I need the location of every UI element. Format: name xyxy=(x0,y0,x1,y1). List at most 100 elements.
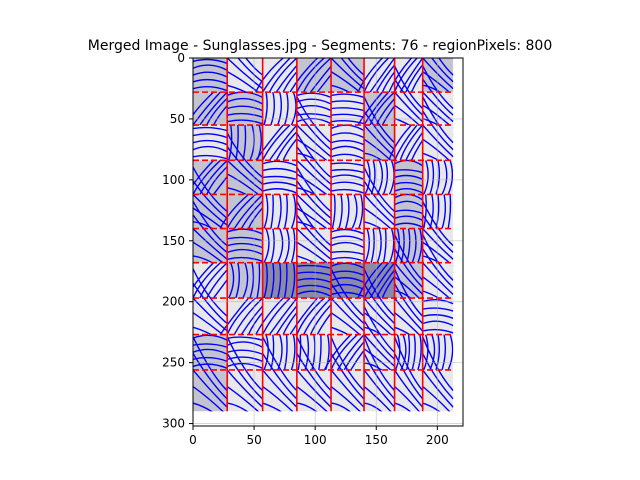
flow-line xyxy=(193,78,228,85)
flow-line xyxy=(422,307,454,312)
flow-line xyxy=(422,58,454,90)
chart-title: Merged Image - Sunglasses.jpg - Segments… xyxy=(88,38,552,54)
flow-line xyxy=(256,262,261,299)
flow-line xyxy=(262,297,291,335)
flow-line xyxy=(283,91,289,126)
axes-frame xyxy=(192,57,464,427)
flow-line xyxy=(193,363,228,370)
flow-line xyxy=(351,194,358,229)
flow-line xyxy=(340,58,365,83)
flow-line xyxy=(290,91,297,126)
flow-line xyxy=(422,369,454,408)
flow-line xyxy=(226,159,264,192)
flow-line xyxy=(263,194,269,229)
flow-line xyxy=(283,194,288,229)
flow-line xyxy=(363,96,396,144)
flow-line xyxy=(227,242,263,249)
flow-line xyxy=(330,353,365,400)
flow-line xyxy=(422,385,451,412)
flow-line xyxy=(394,215,424,221)
y-tick-label: 250 xyxy=(162,356,185,370)
flow-line xyxy=(363,353,396,400)
flow-line xyxy=(193,159,221,195)
flow-line xyxy=(262,58,291,93)
flow-line xyxy=(193,214,228,254)
flow-line xyxy=(262,188,298,194)
flow-line xyxy=(394,200,424,208)
flow-line xyxy=(422,320,454,327)
flow-line xyxy=(330,402,351,412)
flow-line xyxy=(330,100,365,105)
flow-line xyxy=(338,194,343,229)
flow-line xyxy=(289,297,318,335)
flow-line xyxy=(193,200,228,247)
flow-line xyxy=(330,270,365,276)
flow-line xyxy=(296,353,332,400)
flow-line xyxy=(435,160,441,195)
flow-line xyxy=(296,58,325,93)
flow-line xyxy=(382,228,387,263)
flow-line xyxy=(226,58,264,90)
flow-line xyxy=(193,139,228,146)
flow-line xyxy=(411,334,416,371)
flow-line xyxy=(330,139,365,146)
flow-line xyxy=(363,194,396,226)
flow-line xyxy=(226,193,257,229)
flow-line xyxy=(226,91,263,99)
flow-line xyxy=(447,160,454,195)
flow-line xyxy=(226,146,264,185)
flow-line xyxy=(330,168,365,174)
flow-line xyxy=(376,228,382,263)
flow-line xyxy=(193,348,228,355)
flow-line xyxy=(330,250,365,256)
flow-line xyxy=(394,193,424,201)
flow-line xyxy=(193,91,221,126)
flow-line xyxy=(249,262,255,299)
x-tick-label: 50 xyxy=(246,433,261,447)
flow-line xyxy=(423,334,429,371)
flow-line xyxy=(330,297,365,332)
flow-line xyxy=(447,334,454,371)
flow-line xyxy=(227,236,263,242)
flow-line xyxy=(323,334,352,371)
flow-line xyxy=(193,402,213,412)
flow-line xyxy=(422,336,454,392)
flow-line xyxy=(330,132,365,139)
flow-line xyxy=(363,110,396,151)
flow-line xyxy=(422,248,454,288)
flow-line xyxy=(296,214,332,254)
flow-line xyxy=(193,353,228,400)
flow-line xyxy=(296,200,332,247)
flow-line xyxy=(290,194,297,229)
flow-line xyxy=(226,385,260,412)
flow-line xyxy=(393,78,424,116)
flow-line xyxy=(270,194,274,229)
flow-line xyxy=(219,193,249,229)
flow-line xyxy=(296,159,332,192)
flow-line xyxy=(262,160,298,167)
flow-line xyxy=(303,58,332,93)
flow-line xyxy=(237,58,264,83)
flow-line xyxy=(441,194,447,229)
flow-line xyxy=(394,174,423,181)
flow-line xyxy=(193,180,228,219)
flow-line xyxy=(399,124,424,161)
flow-line xyxy=(193,58,228,65)
flow-line xyxy=(422,91,454,123)
flow-line xyxy=(296,110,332,151)
y-tick-label: 300 xyxy=(162,417,185,431)
flow-line xyxy=(193,262,221,299)
flow-line xyxy=(422,262,454,296)
flow-line xyxy=(296,277,332,284)
flow-line xyxy=(330,385,361,412)
flow-line xyxy=(268,124,298,161)
flow-line xyxy=(422,78,454,116)
flow-line xyxy=(447,194,452,229)
flow-line xyxy=(393,124,418,161)
flow-line xyxy=(263,262,268,299)
flow-line xyxy=(330,113,365,118)
flow-line xyxy=(388,124,412,161)
flow-line xyxy=(393,283,424,325)
flow-line xyxy=(330,145,365,153)
flow-line xyxy=(262,353,298,400)
